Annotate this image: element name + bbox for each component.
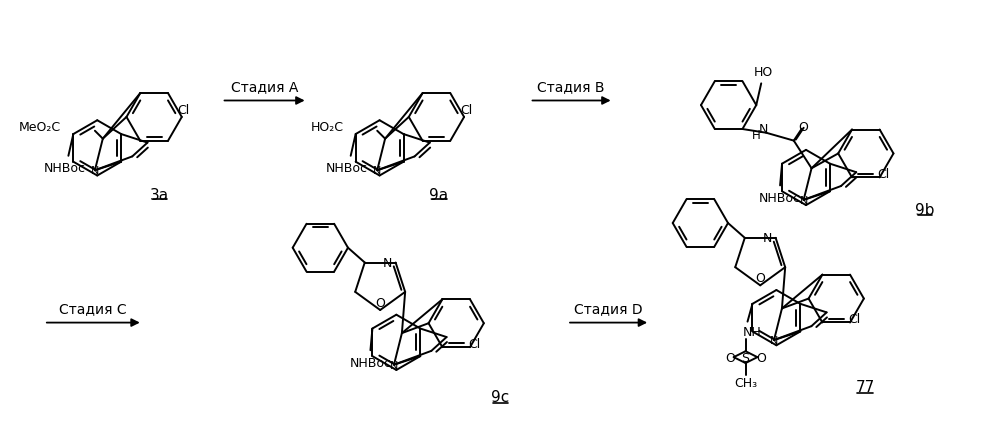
- Text: 9b: 9b: [915, 202, 934, 217]
- Text: O: O: [725, 351, 735, 364]
- Text: N: N: [373, 166, 381, 176]
- Text: N: N: [763, 232, 772, 245]
- Text: N: N: [91, 166, 99, 176]
- Text: NH: NH: [743, 325, 762, 338]
- Text: Cl: Cl: [468, 337, 480, 350]
- Text: S: S: [742, 351, 750, 364]
- Text: HO₂C: HO₂C: [311, 121, 344, 134]
- Text: Cl: Cl: [877, 168, 890, 181]
- Text: Стадия C: Стадия C: [59, 301, 127, 315]
- Text: NHBoc: NHBoc: [349, 356, 391, 369]
- Text: O: O: [755, 271, 765, 284]
- Text: 9a: 9a: [429, 187, 448, 202]
- Text: NHBoc: NHBoc: [759, 191, 801, 204]
- Text: N: N: [770, 335, 778, 345]
- Text: N: N: [390, 360, 398, 370]
- Text: O: O: [756, 351, 766, 364]
- Text: O: O: [799, 121, 809, 134]
- Text: 77: 77: [856, 379, 875, 394]
- Text: Cl: Cl: [178, 103, 190, 116]
- Text: Стадия A: Стадия A: [231, 80, 299, 93]
- Text: CH₃: CH₃: [734, 376, 757, 390]
- Text: Стадия B: Стадия B: [537, 80, 605, 93]
- Text: NHBoc: NHBoc: [326, 162, 368, 175]
- Text: Стадия D: Стадия D: [574, 301, 643, 315]
- Text: Cl: Cl: [848, 312, 860, 325]
- Text: MeO₂C: MeO₂C: [19, 121, 61, 134]
- Text: N: N: [383, 256, 392, 269]
- Text: N: N: [799, 195, 808, 206]
- Text: 9c: 9c: [491, 389, 509, 404]
- Text: Cl: Cl: [460, 103, 472, 116]
- Text: H: H: [752, 129, 761, 142]
- Text: N: N: [758, 123, 768, 136]
- Text: HO: HO: [754, 66, 773, 79]
- Text: O: O: [375, 296, 385, 309]
- Text: 3a: 3a: [150, 187, 169, 202]
- Text: NHBoc: NHBoc: [43, 162, 85, 175]
